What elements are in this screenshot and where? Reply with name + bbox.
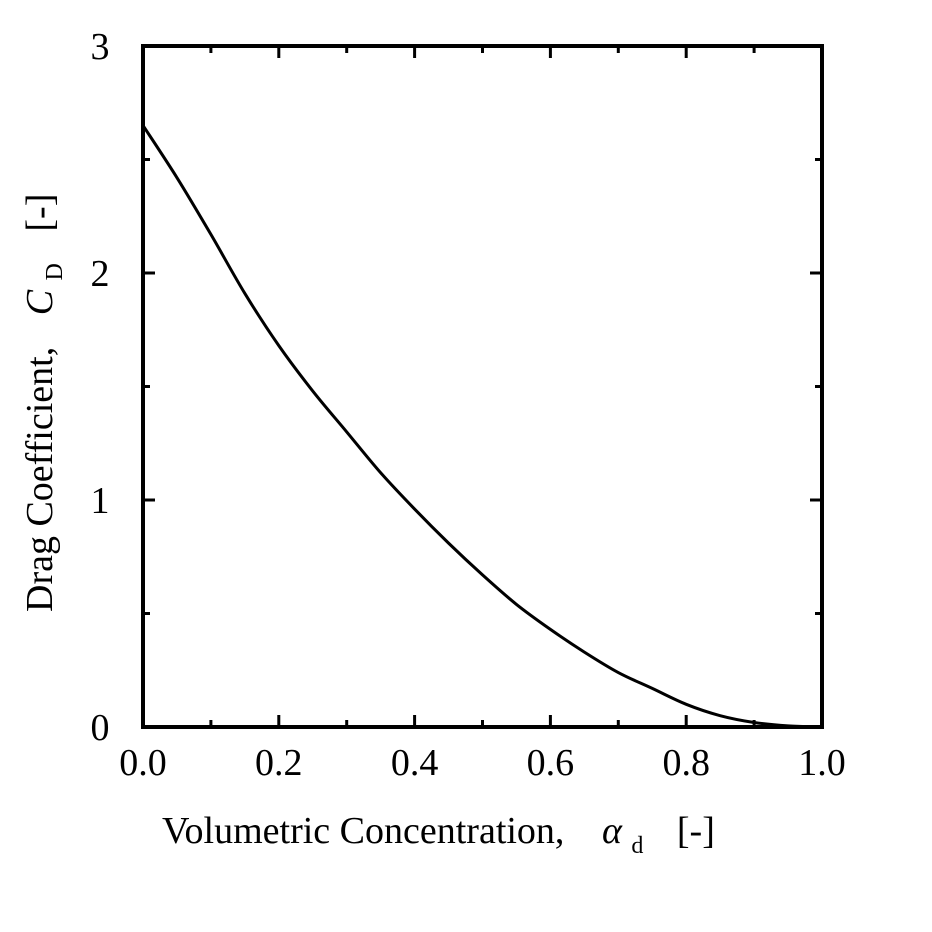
x-tick-label: 0.4 xyxy=(391,742,439,784)
x-tick-label: 1.0 xyxy=(798,742,846,784)
x-tick-label: 0.2 xyxy=(255,742,303,784)
y-tick-label: 1 xyxy=(91,480,110,522)
y-tick-labels: 0 1 2 3 xyxy=(91,26,110,749)
y-tick-label: 0 xyxy=(91,707,110,749)
y-axis-label: Drag Coefficient, C D [-] xyxy=(19,194,71,612)
drag-coefficient-curve xyxy=(141,124,823,729)
x-tick-label: 0.8 xyxy=(662,742,710,784)
plot-frame xyxy=(141,44,824,729)
y-tick-label: 2 xyxy=(91,253,110,295)
x-tick-labels: 0.0 0.2 0.4 0.6 0.8 1.0 xyxy=(119,742,846,784)
major-ticks xyxy=(141,44,824,729)
x-tick-label: 0.6 xyxy=(527,742,575,784)
minor-ticks xyxy=(143,46,822,727)
x-axis-label: Volumetric Concentration, α d [-] xyxy=(162,810,715,862)
x-tick-label: 0.0 xyxy=(119,742,167,784)
y-tick-label: 3 xyxy=(91,26,110,68)
